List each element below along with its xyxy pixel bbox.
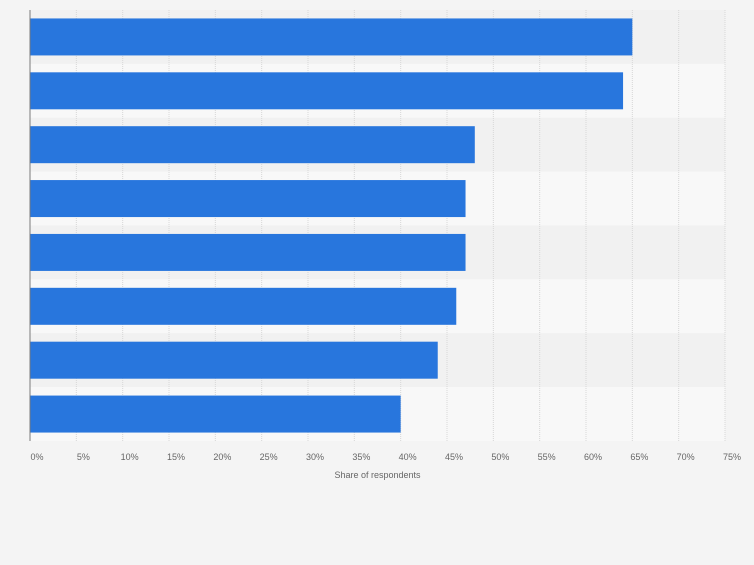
x-tick-label: 60% — [584, 452, 602, 462]
x-tick-label: 50% — [491, 452, 509, 462]
x-tick-label: 25% — [260, 452, 278, 462]
x-axis-ticks: 0% 5% 10% 15% 20% 25% 30% 35% 40% 45% 50% 55% 60% 65%… — [30, 452, 741, 462]
x-tick-label: 35% — [352, 452, 370, 462]
bars — [30, 18, 633, 433]
bar[interactable] — [30, 287, 457, 325]
bar[interactable] — [30, 126, 475, 164]
bar[interactable] — [30, 180, 466, 218]
x-tick-label: 65% — [630, 452, 648, 462]
bar[interactable] — [30, 341, 438, 379]
x-tick-label: 30% — [306, 452, 324, 462]
x-tick-label: 70% — [677, 452, 695, 462]
x-tick-label: 20% — [213, 452, 231, 462]
x-tick-label: 15% — [167, 452, 185, 462]
bar[interactable] — [30, 72, 624, 110]
x-tick-label: 55% — [538, 452, 556, 462]
bar[interactable] — [30, 233, 466, 271]
x-tick-label: 40% — [399, 452, 417, 462]
x-tick-label: 5% — [77, 452, 90, 462]
x-tick-label: 45% — [445, 452, 463, 462]
x-tick-label: 75% — [723, 452, 741, 462]
x-tick-label: 0% — [30, 452, 43, 462]
x-axis-title: Share of respondents — [334, 470, 421, 480]
bar[interactable] — [30, 395, 401, 433]
x-tick-label: 10% — [121, 452, 139, 462]
bar[interactable] — [30, 18, 633, 56]
